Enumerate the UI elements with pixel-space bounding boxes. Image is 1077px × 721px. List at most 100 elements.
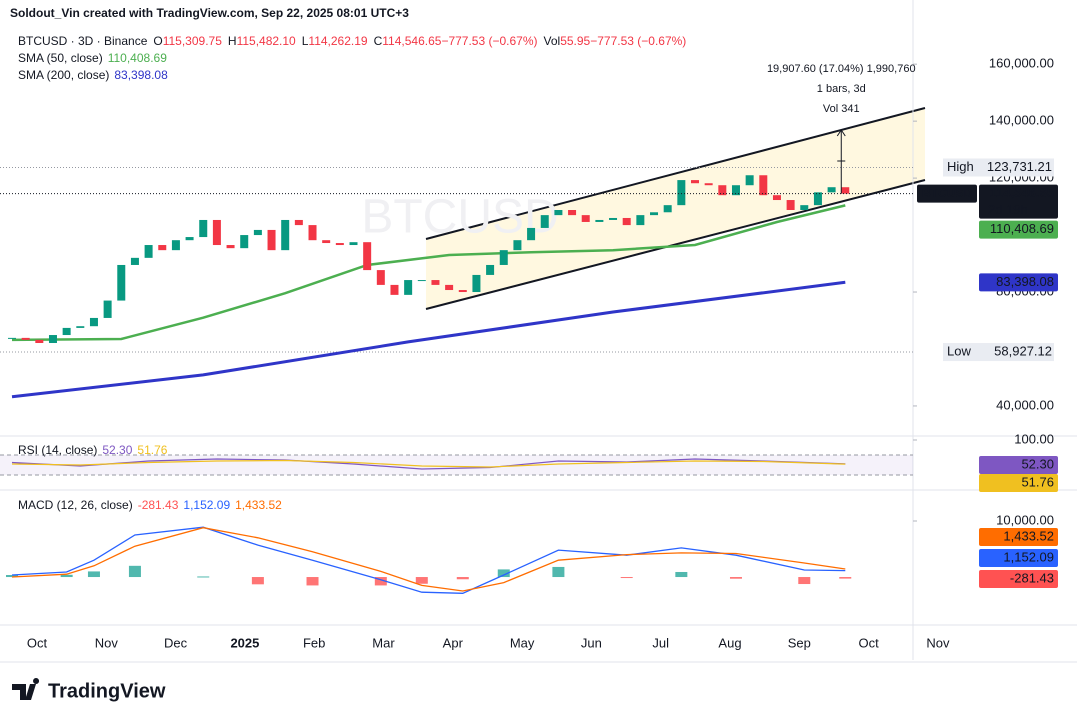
rsi-value: 52.30	[102, 443, 132, 457]
x-tick-label: May	[510, 635, 535, 650]
rsi-tag: 51.76	[1021, 474, 1054, 489]
candle	[513, 240, 522, 251]
x-tick-label: Jun	[581, 635, 602, 650]
candle	[595, 219, 604, 222]
sma-name: SMA (50, close)	[18, 51, 103, 65]
histogram-bar	[415, 577, 428, 584]
macd-tag-bg	[979, 528, 1058, 546]
histogram-bar	[60, 574, 73, 578]
candle	[527, 227, 536, 241]
candle	[609, 217, 618, 220]
macd-value: 1,152.09	[183, 498, 230, 512]
candle	[472, 274, 481, 293]
candle	[21, 337, 30, 340]
ohlc-value: 114,546.65	[382, 34, 441, 48]
x-tick-label: Aug	[718, 635, 741, 650]
x-tick-label: Nov	[95, 635, 119, 650]
macd-line	[11, 527, 846, 592]
ohlc-key: O	[153, 34, 162, 48]
candle	[62, 327, 71, 336]
candle	[745, 175, 754, 186]
candle	[540, 215, 549, 228]
sma-tag-bg	[979, 220, 1058, 239]
candle	[417, 280, 426, 282]
candle	[786, 200, 795, 210]
rsi-legend: RSI (14, close) 52.30 51.76	[18, 443, 168, 457]
macd-line	[11, 526, 846, 594]
candle	[677, 180, 686, 206]
histogram-bar	[128, 565, 141, 578]
candle	[376, 270, 385, 285]
candle	[130, 257, 139, 265]
measure-bars: 1 bars, 3d	[817, 83, 866, 95]
candle	[800, 205, 809, 210]
ohlc-value: 115,482.10	[237, 34, 296, 48]
measure-change: 19,907.60 (17.04%) 1,990,760	[767, 63, 916, 75]
rsi-band	[0, 455, 913, 475]
candle	[185, 237, 194, 241]
x-tick-label: 2025	[230, 635, 259, 650]
candle	[499, 250, 508, 265]
x-tick-label: Oct	[858, 635, 879, 650]
candle	[363, 242, 372, 271]
macd-value: -281.43	[138, 498, 179, 512]
ohlc-value: −777.53 (−0.67%)	[441, 34, 537, 48]
histogram-bar	[620, 577, 633, 579]
candle	[253, 229, 262, 236]
candle	[294, 219, 303, 226]
histogram-bar	[798, 577, 811, 585]
histogram-bar	[374, 577, 387, 586]
candle	[89, 317, 98, 327]
candle	[813, 192, 822, 206]
candle	[349, 242, 358, 246]
candle	[704, 183, 713, 186]
x-tick-label: Feb	[303, 635, 325, 650]
high-tag-value: 123,731.21	[987, 159, 1052, 174]
watermark: BTCUSD	[361, 191, 558, 244]
candle	[158, 245, 167, 251]
logo-mark	[12, 678, 40, 700]
candle	[581, 215, 590, 222]
x-tick-label: Dec	[164, 635, 188, 650]
high-tag: High	[947, 159, 974, 174]
sma-tag: 83,398.08	[996, 274, 1054, 289]
candle	[226, 245, 235, 249]
candle	[759, 175, 768, 196]
high-tag-bg	[943, 158, 1054, 177]
histogram-bar	[497, 569, 510, 578]
sma-legend: SMA (200, close) 83,398.08	[18, 68, 168, 82]
sma-line	[11, 280, 846, 399]
candle	[404, 280, 413, 295]
candle	[103, 300, 112, 318]
y-tick-label: 10,000.00	[996, 512, 1054, 527]
candle	[445, 284, 454, 291]
histogram-bar	[839, 577, 852, 579]
candle	[458, 290, 467, 293]
candle	[390, 284, 399, 295]
y-tick-label: 100.00	[1014, 431, 1054, 446]
ohlc-value: −777.53 (−0.67%)	[590, 34, 686, 48]
candle	[212, 219, 221, 246]
candle	[622, 217, 631, 226]
histogram-bar	[729, 577, 742, 579]
sma-tag: 110,408.69	[990, 221, 1054, 236]
candle	[663, 205, 672, 213]
sma-value: 83,398.08	[114, 68, 168, 82]
candle	[554, 210, 563, 216]
x-tick-label: Mar	[372, 635, 395, 650]
low-tag-value: 58,927.12	[994, 343, 1052, 358]
low-tag: Low	[947, 343, 971, 358]
histogram-bar	[6, 575, 18, 578]
macd-tag-bg	[979, 549, 1058, 567]
legend-main: BTCUSD · 3D · Binance O115,309.75 H115,482…	[18, 34, 686, 48]
measure-arrow-head	[836, 129, 846, 137]
last-price: 114,546.65	[990, 185, 1054, 200]
countdown: 2d 19h	[988, 202, 1028, 217]
ohlc-value: 55.95	[560, 34, 590, 48]
measure-volume: Vol 341	[823, 103, 860, 115]
candle	[322, 240, 331, 244]
channel-upper	[425, 107, 926, 240]
sma-legend: SMA (50, close) 110,408.69	[18, 51, 167, 65]
histogram-bar	[675, 571, 688, 578]
